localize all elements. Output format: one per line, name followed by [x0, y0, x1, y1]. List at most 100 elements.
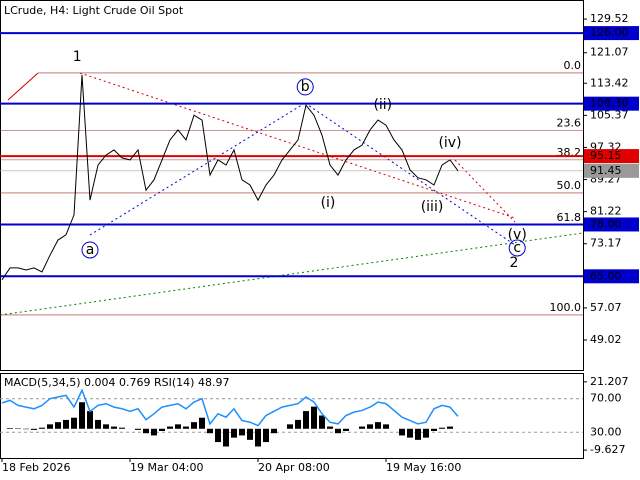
- macd-bar: [415, 428, 421, 440]
- fib-label: 0.0: [564, 59, 582, 72]
- macd-bar: [359, 426, 365, 429]
- macd-bar: [103, 424, 109, 429]
- level-tag: [584, 217, 639, 232]
- y-tick-label: -9.627: [590, 443, 625, 456]
- macd-bar: [439, 427, 445, 429]
- macd-bar: [95, 419, 101, 429]
- macd-bar: [383, 424, 389, 429]
- wave-circle: [296, 78, 314, 96]
- last-price-tag: [584, 163, 639, 178]
- macd-bar: [111, 426, 117, 429]
- macd-bar: [239, 428, 245, 436]
- macd-bar: [311, 406, 317, 429]
- wave-label: (ii): [373, 97, 392, 113]
- macd-bar: [159, 428, 165, 431]
- level-tag: [584, 26, 639, 41]
- wave-circle: [81, 241, 99, 259]
- y-tick-label: 121.07: [590, 46, 629, 59]
- y2-tick-label: 30.00: [590, 425, 622, 438]
- x-tick-label: 19 Mar 04:00: [130, 461, 203, 474]
- trend-line: [454, 159, 516, 223]
- macd-bar: [135, 428, 141, 430]
- y-tick-label: 105.37: [590, 108, 629, 121]
- fib-label: 23.6: [557, 116, 582, 129]
- y-tick-label: 113.42: [590, 76, 629, 89]
- level-label: 95.15: [590, 149, 622, 162]
- macd-bar: [431, 428, 437, 431]
- fib-label: 61.8: [557, 211, 582, 224]
- indicator-panel: [0, 373, 584, 459]
- macd-bar: [263, 428, 269, 443]
- y-tick-label: 21.207: [590, 375, 629, 388]
- x-tick-label: 19 May 16:00: [386, 461, 461, 474]
- macd-bar: [175, 424, 181, 429]
- macd-bar: [191, 422, 197, 429]
- level-label: 78.00: [590, 217, 622, 230]
- macd-bar: [39, 427, 45, 429]
- level-label: 108.30: [590, 97, 629, 110]
- macd-bar: [423, 428, 429, 438]
- rsi-line: [1, 388, 459, 427]
- y-tick-label: 57.07: [590, 301, 622, 314]
- macd-bar: [31, 428, 37, 430]
- y-tick-label: 129.52: [590, 12, 629, 25]
- macd-bar: [215, 428, 221, 443]
- macd-bar: [407, 428, 413, 438]
- y-tick-label: 81.22: [590, 205, 622, 218]
- macd-bar: [55, 422, 61, 429]
- macd-bar: [287, 424, 293, 429]
- macd-bar: [247, 428, 253, 440]
- trend-line: [0, 232, 584, 316]
- macd-bar: [327, 426, 333, 429]
- trend-line: [79, 72, 516, 219]
- macd-bar: [119, 427, 125, 429]
- macd-bar: [183, 426, 189, 429]
- chart-title: LCrude, H4: Light Crude Oil Spot: [4, 4, 184, 17]
- wave-label: b: [301, 79, 310, 95]
- macd-bar: [343, 428, 349, 431]
- macd-bar: [375, 422, 381, 429]
- trend-line: [304, 102, 516, 246]
- macd-bar: [271, 428, 277, 434]
- macd-bar: [335, 428, 341, 434]
- macd-bar: [207, 428, 213, 434]
- wave-label: 1: [73, 49, 82, 65]
- fib-label: 50.0: [557, 179, 582, 192]
- wave-circle: [508, 239, 526, 257]
- macd-bar: [199, 417, 205, 429]
- macd-bar: [255, 428, 261, 447]
- wave-label: (iii): [421, 199, 444, 215]
- y2-tick-label: 70.00: [590, 392, 622, 405]
- wave-label: 2: [510, 255, 519, 271]
- macd-bar: [7, 428, 13, 429]
- drawings: [0, 72, 584, 316]
- level-label: 126.00: [590, 26, 629, 39]
- macd-bar: [71, 417, 77, 429]
- macd-bar: [399, 428, 405, 436]
- level-tag: [584, 96, 639, 111]
- trend-line: [89, 102, 306, 236]
- macd-bar: [303, 411, 309, 429]
- macd-bar: [151, 428, 157, 436]
- last-price-label: 91.45: [590, 164, 622, 177]
- macd-bar: [87, 411, 93, 429]
- wave-label: c: [513, 240, 521, 256]
- wave-label: (iv): [438, 135, 461, 151]
- wave-label: (i): [321, 195, 336, 211]
- macd-bar: [319, 415, 325, 429]
- y-tick-label: 73.17: [590, 237, 622, 250]
- fib-line: [7, 72, 39, 101]
- macd-bar: [63, 419, 69, 429]
- level-tag: [584, 269, 639, 284]
- macd-bar: [47, 424, 53, 429]
- macd-bar: [295, 419, 301, 429]
- macd-bar: [223, 428, 229, 447]
- macd-bar: [231, 428, 237, 438]
- fib-label: 100.0: [550, 301, 582, 314]
- macd-bar: [167, 426, 173, 429]
- x-tick-label: 20 Apr 08:00: [258, 461, 330, 474]
- price-panel: [0, 0, 584, 371]
- macd-bar: [143, 428, 149, 434]
- wave-label: a: [86, 242, 95, 258]
